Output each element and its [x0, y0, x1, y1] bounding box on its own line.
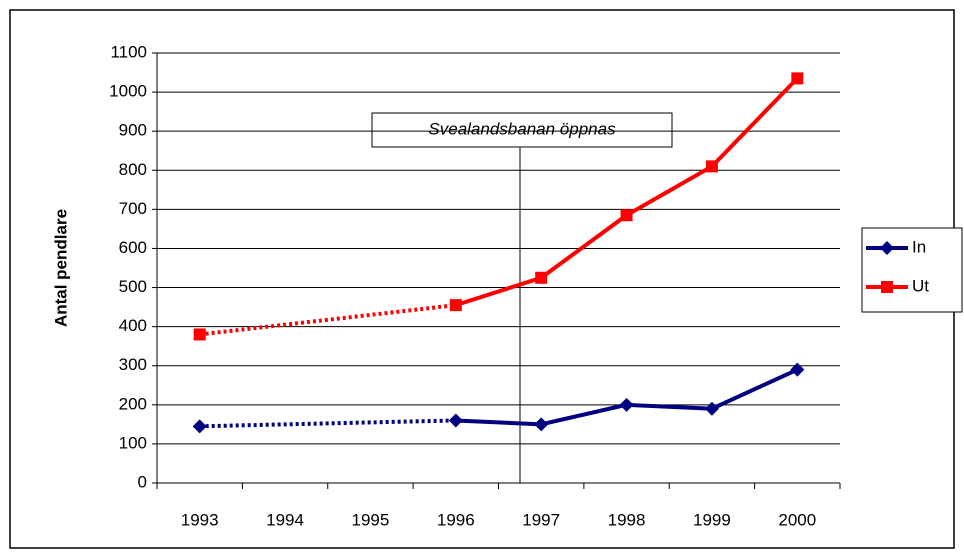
legend-marker: [880, 241, 894, 255]
x-tick-label: 1999: [693, 510, 731, 529]
y-tick-label: 300: [119, 355, 147, 374]
chart-border: [9, 9, 955, 549]
point: [534, 417, 549, 432]
point: [193, 328, 206, 341]
point: [705, 160, 718, 173]
point: [192, 419, 207, 434]
legend-box: [861, 227, 963, 313]
point: [704, 401, 719, 416]
legend-label: In: [912, 237, 926, 256]
x-tick-label: 1993: [181, 510, 219, 529]
x-tick-label: 1994: [266, 510, 304, 529]
gap-connector: [199, 418, 456, 429]
y-tick-label: 500: [119, 277, 147, 296]
y-tick-label: 0: [138, 472, 147, 491]
y-tick-label: 100: [119, 433, 147, 452]
point: [620, 209, 633, 222]
x-tick-label: 1995: [352, 510, 390, 529]
x-tick-label: 2000: [778, 510, 816, 529]
legend-marker: [881, 281, 893, 293]
gap-connector: [199, 303, 457, 337]
y-tick-label: 600: [119, 238, 147, 257]
y-tick-label: 400: [119, 316, 147, 335]
point: [619, 397, 634, 412]
y-tick-label: 900: [119, 121, 147, 140]
point: [791, 72, 804, 85]
y-tick-label: 800: [119, 160, 147, 179]
legend-label: Ut: [912, 276, 929, 295]
annotation: Svealandsbanan öppnas: [428, 119, 616, 138]
y-axis-label: Antal pendlare: [51, 209, 70, 327]
x-tick-label: 1997: [522, 510, 560, 529]
point: [448, 413, 463, 428]
point: [790, 362, 805, 377]
y-tick-label: 700: [119, 199, 147, 218]
y-tick-label: 1100: [110, 42, 147, 61]
y-tick-label: 200: [119, 394, 147, 413]
x-tick-label: 1998: [608, 510, 646, 529]
y-tick-label: 1000: [109, 82, 147, 101]
annotation-box: [371, 112, 673, 148]
x-tick-label: 1996: [437, 510, 475, 529]
point: [449, 299, 462, 312]
point: [535, 271, 548, 284]
